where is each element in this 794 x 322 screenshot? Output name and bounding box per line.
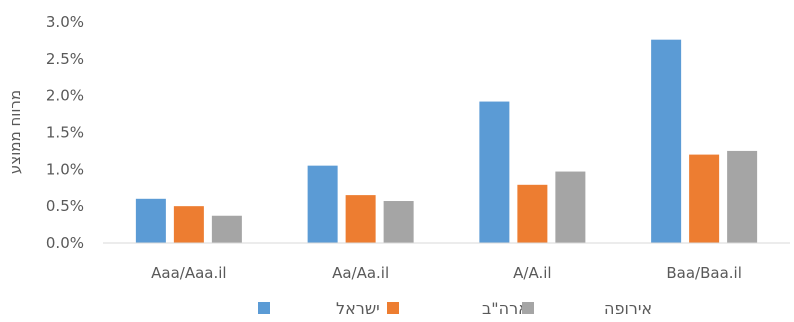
y-tick-label: 0.0% [46,234,84,252]
x-tick-label: A/A.il [513,264,551,282]
bar [651,39,682,244]
legend-label: ישראל [336,299,380,318]
bar [555,171,586,243]
y-tick-label: 2.5% [46,50,84,68]
bar [173,206,204,243]
y-axis-ticks: 0.0% 0.5% 1.0% 1.5% 2.0% 2.5% 3.0% [46,13,84,252]
x-tick-label: Aa/Aa.il [332,264,389,282]
bar [689,154,720,243]
bar [479,101,510,243]
legend-swatch [258,302,270,314]
bar [345,195,376,243]
legend-label: אירופה [604,299,652,318]
legend-label: ארה"ב [482,299,529,318]
legend-swatch [522,302,534,314]
bars [135,39,758,244]
bar [727,150,758,243]
y-tick-label: 2.0% [46,87,84,105]
legend-swatch [387,302,399,314]
bar [383,201,414,243]
x-tick-label: Aaa/Aaa.il [151,264,226,282]
bar [517,184,548,243]
y-tick-label: 3.0% [46,13,84,31]
bar [211,215,242,243]
bar [307,165,338,243]
x-axis-labels: Aaa/Aaa.il Aa/Aa.il A/A.il Baa/Baa.il [151,264,742,282]
y-tick-label: 1.0% [46,160,84,178]
bar [135,198,166,243]
y-axis-title: מרווח ממוצע [6,90,24,174]
legend: ישראל ארה"ב אירופה [258,299,652,318]
y-tick-label: 0.5% [46,197,84,215]
x-tick-label: Baa/Baa.il [666,264,742,282]
y-tick-label: 1.5% [46,124,84,142]
